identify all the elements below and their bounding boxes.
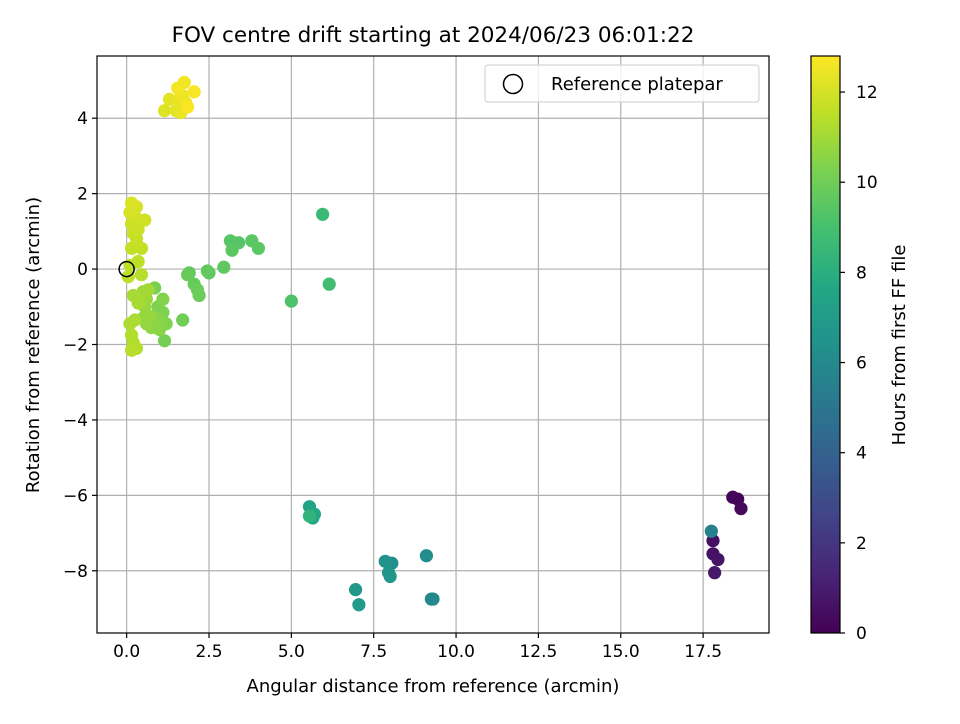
y-tick-label: −4 xyxy=(63,411,88,431)
scatter-point xyxy=(177,75,191,89)
legend-box xyxy=(484,64,760,103)
reference-marker-layer xyxy=(118,260,135,278)
data-points xyxy=(121,75,748,612)
colorbar-tick-label: 2 xyxy=(856,534,867,554)
x-tick-label: 5.0 xyxy=(278,642,305,662)
x-axis-label: Angular distance from reference (arcmin) xyxy=(247,676,620,697)
colorbar: 0 2 4 6 8 10 12 Hours from first FF file xyxy=(810,55,910,644)
colorbar-tick-label: 6 xyxy=(856,354,867,374)
colorbar-tick-label: 10 xyxy=(856,173,878,193)
scatter-point xyxy=(192,288,206,303)
legend-entry-label: Reference platepar xyxy=(551,74,723,95)
legend: Reference platepar xyxy=(484,64,760,103)
x-tick-label: 0.0 xyxy=(113,642,140,662)
colorbar-tick-label: 8 xyxy=(856,263,867,283)
scatter-point xyxy=(156,292,170,306)
scatter-point xyxy=(162,92,177,106)
colorbar-ticks: 0 2 4 6 8 10 12 xyxy=(840,83,878,644)
scatter-point xyxy=(284,294,298,308)
scatter-point xyxy=(157,104,172,118)
scatter-point xyxy=(187,85,201,99)
scatter-point xyxy=(225,243,239,257)
scatter-point xyxy=(352,598,366,612)
y-tick-label: −2 xyxy=(63,336,88,356)
x-axis-ticks: 0.0 2.5 5.0 7.5 10.0 12.5 15.0 17.5 xyxy=(113,633,722,662)
colorbar-label: Hours from first FF file xyxy=(889,245,910,446)
legend-reference-marker-icon xyxy=(502,73,524,95)
scatter-point xyxy=(704,524,718,538)
scatter-point xyxy=(134,268,149,282)
chart-title: FOV centre drift starting at 2024/06/23 … xyxy=(172,23,695,48)
scatter-point xyxy=(708,566,722,580)
x-tick-label: 10.0 xyxy=(437,642,475,662)
y-axis-label: Rotation from reference (arcmin) xyxy=(23,197,44,493)
scatter-point xyxy=(180,268,195,282)
x-tick-label: 15.0 xyxy=(602,642,640,662)
scatter-point xyxy=(383,569,397,584)
colorbar-tick-label: 0 xyxy=(856,624,867,644)
colorbar-gradient xyxy=(810,55,841,634)
scatter-point xyxy=(711,552,725,567)
y-tick-label: 4 xyxy=(77,109,88,129)
y-tick-label: 0 xyxy=(77,260,88,280)
scatter-point xyxy=(419,549,434,563)
scatter-point xyxy=(378,554,392,568)
x-tick-label: 7.5 xyxy=(360,642,387,662)
scatter-point xyxy=(316,207,330,221)
scatter-point xyxy=(348,583,363,597)
y-tick-label: −6 xyxy=(63,486,88,506)
scatter-point xyxy=(157,334,172,348)
x-tick-label: 2.5 xyxy=(195,642,222,662)
y-tick-label: −8 xyxy=(63,562,88,582)
scatter-point xyxy=(176,313,190,327)
scatter-point xyxy=(124,196,139,210)
scatter-point xyxy=(124,343,139,357)
scatter-point xyxy=(251,241,266,255)
reference-platepar-marker xyxy=(118,260,135,278)
scatter-point xyxy=(200,264,214,278)
colorbar-tick-label: 12 xyxy=(856,83,878,103)
grid-lines xyxy=(97,56,769,633)
colorbar-tick-label: 4 xyxy=(856,444,867,464)
y-axis-ticks: −8 −6 −4 −2 0 2 4 xyxy=(63,109,97,582)
scatter-point xyxy=(734,501,748,516)
scatter-point xyxy=(126,288,140,303)
scatter-point xyxy=(322,277,336,291)
scatter-point xyxy=(180,100,195,114)
x-tick-label: 12.5 xyxy=(519,642,557,662)
x-tick-label: 17.5 xyxy=(684,642,722,662)
y-tick-label: 2 xyxy=(77,185,88,205)
scatter-point xyxy=(217,260,231,274)
scatter-point xyxy=(426,592,440,606)
scatter-point xyxy=(123,317,137,331)
scatter-point xyxy=(302,509,317,523)
